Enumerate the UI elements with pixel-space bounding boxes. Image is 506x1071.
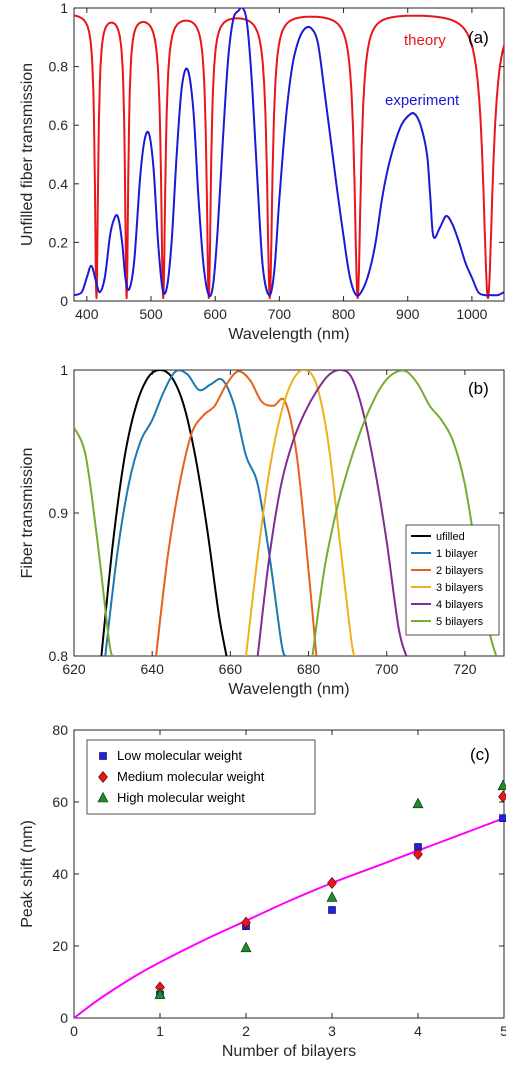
legend-label: 4 bilayers bbox=[436, 599, 484, 611]
panel-label-a: (a) bbox=[468, 28, 489, 47]
data-point-2 bbox=[497, 779, 506, 791]
series-line-3 bbox=[245, 370, 357, 656]
y-tick-label: 40 bbox=[52, 866, 68, 882]
legend-label: 1 bilayer bbox=[436, 548, 478, 560]
data-point-2 bbox=[326, 891, 338, 902]
legend-label: Low molecular weight bbox=[117, 748, 242, 763]
y-tick-label: 0.2 bbox=[49, 234, 69, 250]
y-tick-label: 0.6 bbox=[49, 117, 69, 133]
x-tick-label: 600 bbox=[204, 306, 228, 322]
legend-label: ufilled bbox=[436, 531, 465, 543]
legend-marker bbox=[98, 771, 108, 783]
experiment-series-line bbox=[74, 8, 504, 298]
x-tick-label: 0 bbox=[70, 1023, 78, 1039]
y-tick-label: 0 bbox=[60, 293, 68, 309]
experiment-annotation: experiment bbox=[385, 92, 460, 109]
y-tick-label: 0.8 bbox=[49, 648, 69, 664]
y-tick-label: 80 bbox=[52, 722, 68, 738]
y-axis-title: Fiber transmission bbox=[19, 448, 36, 579]
y-tick-label: 0.4 bbox=[49, 176, 69, 192]
panel-b-transmission-chart: 620 640 660 680 700 720 0.8 0.9 1 Wavelength (nm)… bbox=[19, 362, 505, 698]
data-point-2 bbox=[154, 988, 166, 999]
x-tick-label: 1 bbox=[156, 1023, 164, 1039]
data-point-1 bbox=[498, 790, 506, 803]
panel-a-transmission-chart: 400 500 600 700 800 900 1000 0 0.2 0.4 0.6 0.8 1 Wave… bbox=[19, 0, 505, 343]
series-line-2 bbox=[155, 370, 318, 656]
x-tick-label: 500 bbox=[139, 306, 163, 322]
legend-marker bbox=[97, 791, 109, 803]
theory-series-line bbox=[74, 14, 504, 300]
legend-label: 5 bilayers bbox=[436, 616, 484, 628]
data-point-2 bbox=[240, 941, 252, 953]
x-tick-label: 700 bbox=[268, 306, 292, 322]
series-line-5 bbox=[74, 426, 115, 656]
x-tick-label: 5 bbox=[500, 1023, 506, 1039]
x-tick-label: 720 bbox=[453, 661, 477, 677]
y-tick-label: 0.9 bbox=[49, 505, 69, 521]
data-point-0 bbox=[328, 906, 336, 914]
legend-label: Medium molecular weight bbox=[117, 769, 265, 784]
panel-label-b: (b) bbox=[468, 379, 489, 398]
legend-label: 3 bilayers bbox=[436, 582, 484, 594]
series-line-5 bbox=[311, 370, 498, 656]
y-tick-label: 1 bbox=[60, 0, 68, 16]
y-tick-label: 1 bbox=[60, 362, 68, 378]
x-tick-label: 800 bbox=[332, 306, 356, 322]
x-axis-title: Wavelength (nm) bbox=[228, 326, 349, 343]
legend-label: 2 bilayers bbox=[436, 565, 484, 577]
y-tick-label: 20 bbox=[52, 938, 68, 954]
x-tick-label: 700 bbox=[375, 661, 399, 677]
x-tick-label: 680 bbox=[297, 661, 321, 677]
x-axis-title: Wavelength (nm) bbox=[228, 681, 349, 698]
y-tick-label: 0 bbox=[60, 1010, 68, 1026]
data-point-1 bbox=[327, 877, 337, 889]
data-point-0 bbox=[499, 814, 506, 823]
y-tick-label: 60 bbox=[52, 794, 68, 810]
x-tick-label: 900 bbox=[396, 306, 420, 322]
x-tick-label: 640 bbox=[141, 661, 165, 677]
data-point-1 bbox=[241, 916, 251, 929]
plot-frame bbox=[73, 7, 505, 302]
series-line-1 bbox=[104, 370, 287, 656]
panel-c-peak-shift-chart: 0 1 2 3 4 5 0 20 40 60 80 Number of bilayers Peak sh… bbox=[19, 722, 506, 1060]
x-tick-label: 4 bbox=[414, 1023, 422, 1039]
x-tick-label: 3 bbox=[328, 1023, 336, 1039]
fit-line bbox=[74, 817, 504, 1018]
x-tick-label: 400 bbox=[75, 306, 99, 322]
data-point-1 bbox=[413, 848, 423, 861]
legend-label: High molecular weight bbox=[117, 790, 245, 805]
panel-label-c: (c) bbox=[470, 745, 490, 764]
x-tick-label: 660 bbox=[219, 661, 243, 677]
legend-marker bbox=[99, 752, 107, 760]
y-axis-title: Peak shift (nm) bbox=[19, 820, 36, 928]
legend-box bbox=[405, 524, 500, 636]
theory-annotation: theory bbox=[404, 32, 446, 49]
y-tick-label: 0.8 bbox=[49, 59, 69, 75]
legend-box bbox=[86, 739, 316, 815]
data-point-2 bbox=[412, 797, 424, 809]
x-axis-title: Number of bilayers bbox=[222, 1043, 356, 1060]
x-tick-label: 2 bbox=[242, 1023, 250, 1039]
x-tick-label: 1000 bbox=[456, 306, 487, 322]
series-line-0 bbox=[100, 370, 228, 656]
series-line-4 bbox=[256, 370, 408, 656]
x-tick-label: 620 bbox=[62, 661, 86, 677]
y-axis-title: Unfilled fiber transmission bbox=[19, 63, 36, 246]
